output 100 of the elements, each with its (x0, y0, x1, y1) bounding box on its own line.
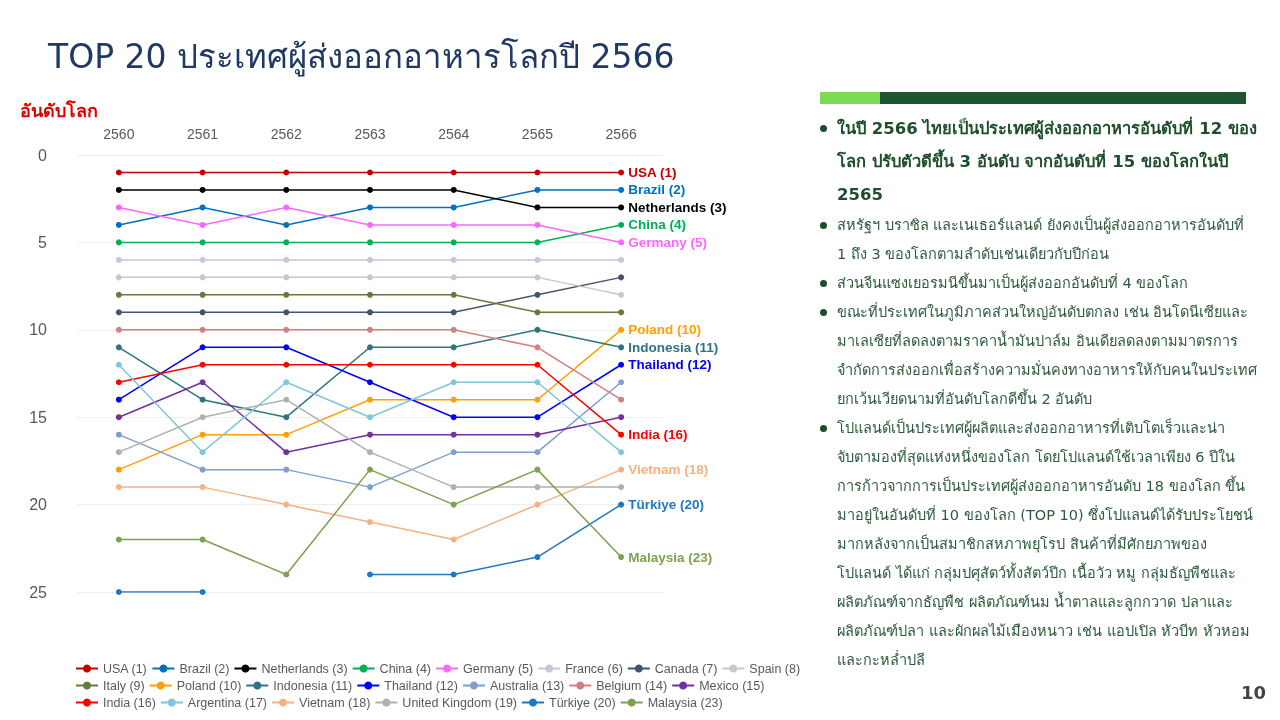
point (618, 449, 625, 456)
legend-label: USA (1) (103, 661, 147, 676)
point (199, 274, 206, 281)
legend-label: Argentina (17) (187, 695, 268, 710)
point (618, 274, 625, 281)
point (283, 309, 290, 316)
point (450, 361, 457, 368)
point (618, 309, 625, 316)
legend-label: Belgium (14) (596, 678, 668, 693)
point (283, 274, 290, 281)
point (450, 291, 457, 298)
point (367, 256, 373, 263)
point (283, 221, 290, 228)
point (115, 291, 122, 298)
legend-label: Italy (9) (103, 678, 145, 693)
point (283, 361, 290, 368)
text: 10 (1240, 682, 1266, 703)
x-tick-label: 2560 (103, 126, 135, 142)
point (283, 379, 290, 386)
point (115, 239, 122, 246)
point (534, 554, 541, 561)
point (283, 239, 290, 246)
point (199, 169, 206, 176)
point (534, 291, 541, 298)
point (199, 186, 206, 193)
point (199, 326, 206, 333)
point (199, 414, 206, 421)
point (534, 309, 541, 316)
legend-label: Indonesia (11) (273, 678, 353, 693)
point (618, 361, 625, 368)
annotation: USA (1) (628, 164, 677, 180)
y-tick-label: 15 (29, 408, 48, 426)
point (367, 204, 373, 211)
point (199, 344, 206, 351)
point (450, 501, 457, 508)
point (450, 239, 457, 246)
point (115, 309, 122, 316)
legend-label: France (6) (565, 661, 623, 676)
point (115, 204, 122, 211)
point (534, 449, 541, 456)
legend-label: Türkiye (20) (548, 695, 616, 710)
point (534, 256, 541, 263)
annotation: Thailand (12) (628, 357, 712, 373)
point (283, 344, 290, 351)
point (367, 571, 373, 578)
point (367, 344, 373, 351)
point (115, 396, 122, 403)
point (534, 239, 541, 246)
point (618, 204, 625, 211)
point (283, 466, 290, 473)
legend-label: Brazil (2) (179, 661, 230, 676)
point (618, 326, 625, 333)
point (199, 239, 206, 246)
point (367, 326, 373, 333)
point (450, 396, 457, 403)
point (534, 431, 541, 438)
point (450, 379, 457, 386)
annotation: Poland (10) (628, 322, 701, 338)
point (367, 396, 373, 403)
x-tick-label: 2563 (354, 126, 386, 142)
legend-label: Vietnam (18) (299, 695, 371, 710)
point (534, 221, 541, 228)
point (199, 204, 206, 211)
point (367, 221, 373, 228)
legend-label: Mexico (15) (699, 678, 765, 693)
point (534, 466, 541, 473)
point (450, 221, 457, 228)
text: โปแลนด์เป็นประเทศผู้ผลิตและส่งออกอาหารที่เติบโตเร็วและน่าจับตามองที่สุดแห่งหนึ่งของโลก โดยโปแลนด์ใช้เวลาเพียง 6 ปีในการก้าวจากการเป็นประเทศผู้ส่งออกอาหารอันดับ 18 ของโลก ขึ้นมาอยู่ในอันดับที่ 10 ของโลก (TOP 10) ซึ่งโปแลนด์ได้รับประโยชน์มากหลังจากเป็นสมาชิกสหภาพยุโรป สินค้าที่มีศักยภาพของโปแลนด์ ได้แก่ กลุ่มปศุสัตว์ทั้งสัตว์ปีก เนื้อวัว หมู กลุ่มธัญพืชและผลิตภัณฑ์จากธัญพืช ผลิตภัณฑ์นม น้ำตาลและลูกกวาด ปลาและผลิตภัณฑ์ปลา และผักผลไม้เมืองหนาว เช่น แอปเปิล หัวบีท หัวหอม และกะหล่ำปลี (837, 420, 1254, 668)
point (115, 221, 122, 228)
point (199, 309, 206, 316)
point (450, 484, 457, 491)
point (283, 396, 290, 403)
point (199, 256, 206, 263)
point (283, 431, 290, 438)
y-tick-label: 5 (38, 233, 48, 251)
point (618, 466, 625, 473)
point (618, 169, 625, 176)
point (534, 484, 541, 491)
point (450, 274, 457, 281)
point (367, 484, 373, 491)
legend-label: Thailand (12) (384, 678, 458, 693)
point (534, 414, 541, 421)
point (534, 274, 541, 281)
legend-label: China (4) (379, 661, 432, 676)
annotation: Brazil (2) (628, 182, 686, 198)
point (283, 186, 290, 193)
point (367, 466, 373, 473)
x-tick-label: 2561 (186, 126, 219, 142)
legend-label: United Kingdom (19) (402, 695, 518, 710)
point (618, 221, 625, 228)
point (618, 239, 625, 246)
point (115, 274, 122, 281)
point (618, 396, 625, 403)
point (199, 431, 206, 438)
legend-label: Canada (7) (654, 661, 718, 676)
x-tick-label: 2562 (270, 126, 303, 142)
y-axis-title: อันดับโลก (20, 99, 98, 123)
point (367, 379, 373, 386)
x-tick-label: 2564 (438, 126, 470, 142)
annotation: Germany (5) (628, 234, 707, 250)
